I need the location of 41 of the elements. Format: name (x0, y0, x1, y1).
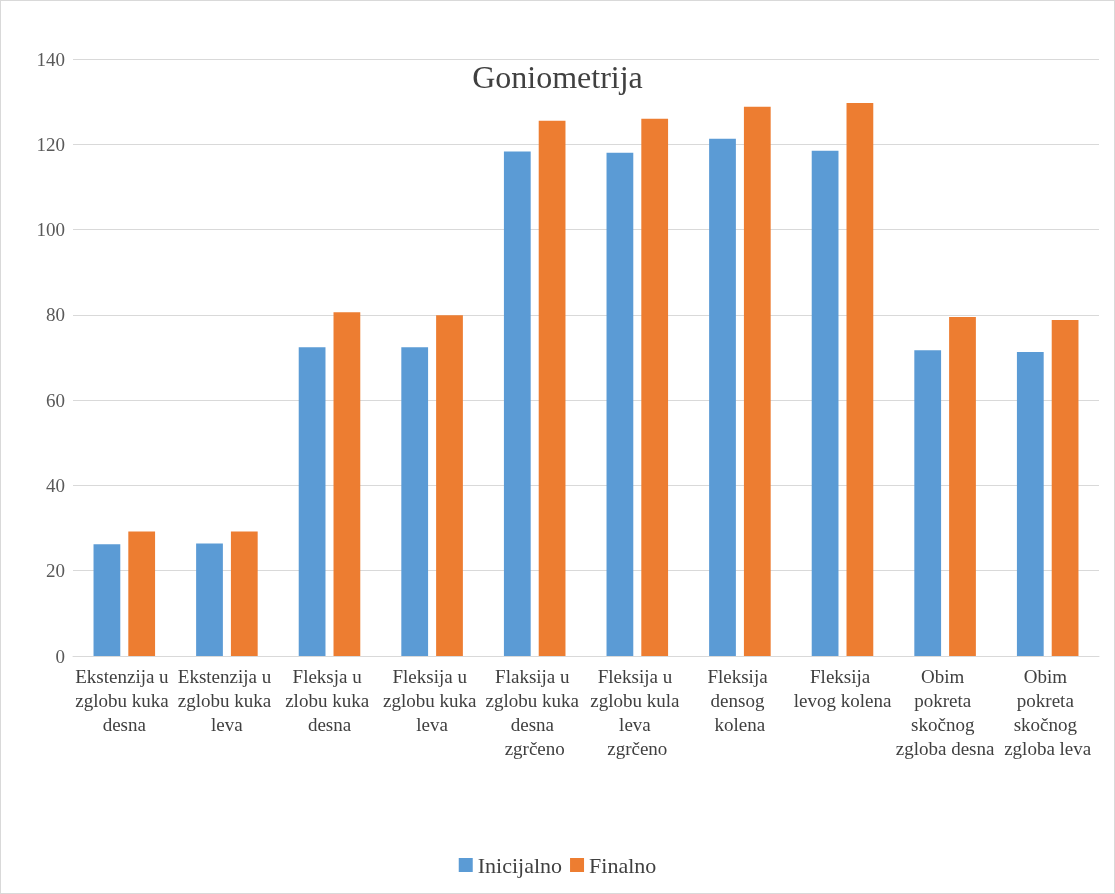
y-tick-label: 20 (46, 560, 65, 582)
x-tick-label: Fleksija u zglobu kula leva zgrčeno (590, 665, 685, 759)
bar (949, 316, 976, 656)
x-tick-label: Fleksja u zlobu kuka desna (285, 665, 374, 735)
bar (743, 106, 771, 656)
x-tick-label: Ekstenzija u zglobu kuka desna (75, 665, 174, 735)
bar (503, 151, 531, 656)
bar (1016, 351, 1044, 656)
bar (606, 152, 634, 656)
bar (641, 118, 669, 656)
y-tick-label: 100 (36, 219, 65, 241)
y-tick-label: 140 (36, 48, 65, 70)
x-tick-label: Obim pokreta skočnog zgloba desna (895, 665, 995, 759)
bar (401, 347, 429, 656)
bar (709, 138, 736, 656)
bar (436, 315, 463, 656)
legend-label: Finalno (589, 852, 657, 878)
bar (811, 150, 839, 656)
bar (914, 350, 942, 656)
x-tick-label: Ekstenzija u zglobu kuka leva (177, 665, 276, 735)
y-tick-label: 120 (36, 133, 65, 155)
bar (128, 531, 156, 656)
bar (298, 347, 326, 656)
y-tick-label: 60 (46, 389, 65, 411)
x-tick-label: Fleksija levog kolena (793, 665, 892, 711)
bar (196, 543, 223, 656)
y-tick-label: 40 (46, 474, 65, 496)
x-tick-label: Obim pokreta skočnog zgloba leva (1004, 665, 1092, 759)
bar (1051, 319, 1079, 656)
bar (93, 544, 121, 656)
x-tick-label: Fleksija densog kolena (707, 665, 773, 735)
chart-title: Goniometrija (472, 59, 643, 95)
bar (538, 120, 566, 656)
bar (846, 102, 874, 656)
x-tick-label: Fleksija u zglobu kuka leva (383, 665, 482, 735)
x-tick-label: Flaksija u zglobu kuka desna zgrčeno (485, 665, 584, 759)
y-tick-label: 80 (46, 304, 65, 326)
bar (230, 531, 258, 656)
legend-label: Inicijalno (477, 852, 563, 878)
y-tick-label: 0 (55, 645, 65, 667)
bar (333, 312, 361, 656)
